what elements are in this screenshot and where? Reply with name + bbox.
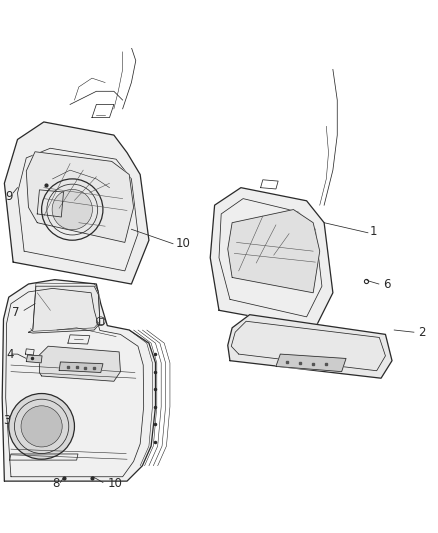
Polygon shape: [210, 188, 333, 328]
Text: 1: 1: [370, 225, 378, 238]
Text: 10: 10: [175, 237, 190, 250]
Polygon shape: [26, 152, 134, 243]
Text: 8: 8: [53, 477, 60, 490]
Polygon shape: [26, 355, 42, 363]
Text: 2: 2: [418, 326, 426, 338]
Polygon shape: [276, 354, 346, 372]
Polygon shape: [59, 362, 103, 373]
Text: 6: 6: [383, 278, 391, 292]
Text: 7: 7: [11, 306, 19, 319]
Circle shape: [21, 406, 62, 447]
Text: 4: 4: [6, 348, 14, 361]
Text: 3: 3: [3, 414, 10, 427]
Polygon shape: [4, 122, 149, 284]
Polygon shape: [2, 280, 155, 481]
Text: 9: 9: [5, 190, 13, 203]
Polygon shape: [39, 346, 120, 381]
Circle shape: [9, 393, 74, 459]
Text: 10: 10: [107, 477, 122, 490]
Polygon shape: [228, 209, 320, 293]
Circle shape: [52, 189, 92, 230]
Polygon shape: [28, 286, 100, 333]
Polygon shape: [228, 314, 392, 378]
